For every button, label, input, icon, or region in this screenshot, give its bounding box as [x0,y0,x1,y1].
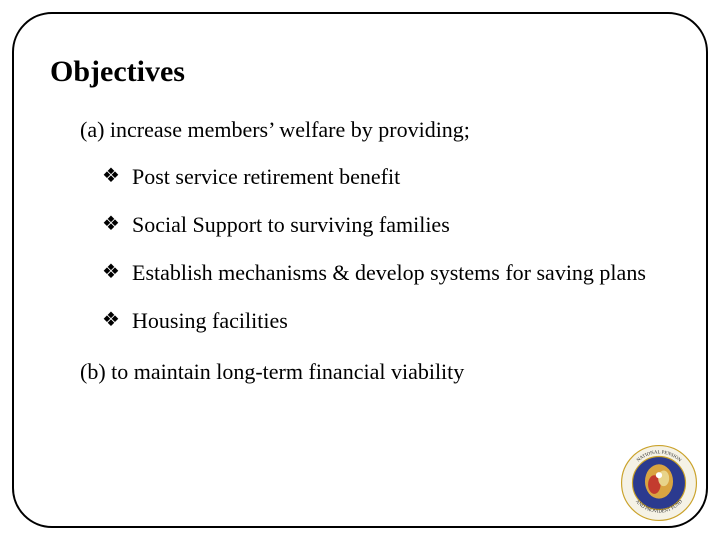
objective-b: (b) to maintain long-term financial viab… [80,359,670,385]
emblem-shape [656,472,662,478]
slide: Objectives (a) increase members’ welfare… [0,0,720,540]
list-item: ❖ Housing facilities [102,307,670,335]
bullet-icon: ❖ [102,259,132,285]
slide-title: Objectives [50,55,670,89]
list-item: ❖ Establish mechanisms & develop systems… [102,259,670,287]
bullet-icon: ❖ [102,211,132,237]
bullet-icon: ❖ [102,163,132,189]
bullet-text: Establish mechanisms & develop systems f… [132,259,670,287]
bullet-icon: ❖ [102,307,132,333]
organization-seal-icon: NATIONAL PENSION AND PROVIDENT FUND [620,444,698,522]
bullet-text: Housing facilities [132,307,670,335]
objective-a: (a) increase members’ welfare by providi… [80,117,670,143]
bullet-list: ❖ Post service retirement benefit ❖ Soci… [102,163,670,335]
list-item: ❖ Social Support to surviving families [102,211,670,239]
bullet-text: Social Support to surviving families [132,211,670,239]
list-item: ❖ Post service retirement benefit [102,163,670,191]
bullet-text: Post service retirement benefit [132,163,670,191]
content-area: Objectives (a) increase members’ welfare… [50,55,670,510]
